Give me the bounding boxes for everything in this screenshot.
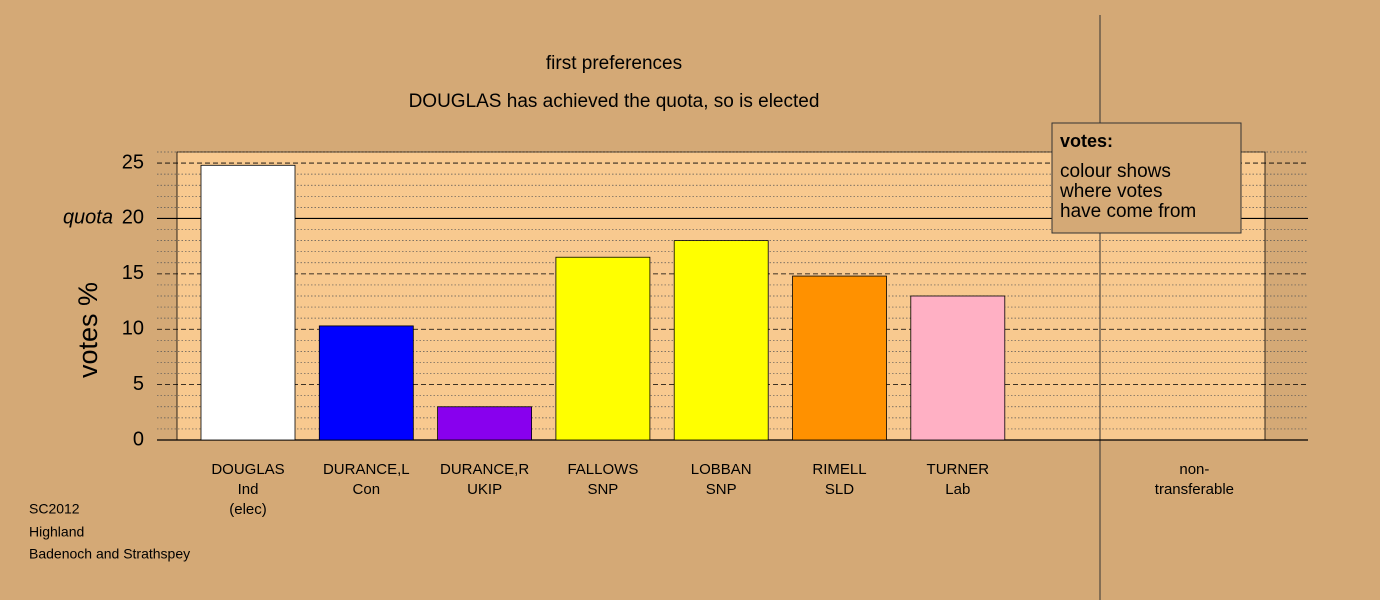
x-tick-label: TURNER — [927, 461, 990, 478]
y-tick-label: 15 — [122, 262, 144, 284]
y-tick-label: 10 — [122, 318, 144, 340]
bar — [437, 406, 533, 441]
x-tick-label: SNP — [587, 481, 618, 498]
bar — [318, 325, 414, 441]
bar — [910, 295, 1006, 441]
quota-label: quota — [63, 207, 113, 229]
chart-title: first preferences — [546, 53, 682, 74]
legend-text: where votes — [1059, 181, 1162, 202]
footer-text: SC2012 — [29, 501, 80, 517]
bar — [673, 240, 769, 441]
x-tick-label: FALLOWS — [567, 461, 638, 478]
footer-text: Highland — [29, 524, 84, 540]
legend-box — [1051, 122, 1242, 234]
x-tick-label: Ind — [238, 481, 259, 498]
x-tick-label: SNP — [706, 481, 737, 498]
bars — [200, 164, 1006, 441]
x-tick-label: RIMELL — [812, 461, 866, 478]
y-tick-label: 25 — [122, 151, 144, 173]
x-tick-label: Con — [353, 481, 381, 498]
y-tick-label: 0 — [133, 428, 144, 450]
x-tick-label: DURANCE,L — [323, 461, 410, 478]
legend-title: votes: — [1060, 131, 1113, 151]
x-tick-label: transferable — [1155, 481, 1234, 498]
bar — [555, 256, 651, 441]
x-tick-label: SLD — [825, 481, 854, 498]
x-tick-label: Lab — [945, 481, 970, 498]
legend-text: have come from — [1060, 201, 1196, 222]
chart-subtitle: DOUGLAS has achieved the quota, so is el… — [409, 91, 820, 112]
legend: votes: colour shows where votes have com… — [1051, 122, 1242, 234]
legend-text: colour shows — [1060, 161, 1171, 182]
y-tick-label: 20 — [122, 207, 144, 229]
x-tick-label: (elec) — [229, 501, 267, 518]
x-tick-label: DURANCE,R — [440, 461, 529, 478]
x-tick-label: UKIP — [467, 481, 502, 498]
footer-text: Badenoch and Strathspey — [29, 546, 190, 562]
x-tick-label: non- — [1179, 461, 1209, 478]
bar — [200, 164, 296, 441]
x-tick-label: LOBBAN — [691, 461, 752, 478]
bar — [792, 275, 887, 441]
y-tick-label: 5 — [133, 373, 144, 395]
y-axis-label: votes % — [73, 282, 103, 378]
x-tick-label: DOUGLAS — [211, 461, 284, 478]
